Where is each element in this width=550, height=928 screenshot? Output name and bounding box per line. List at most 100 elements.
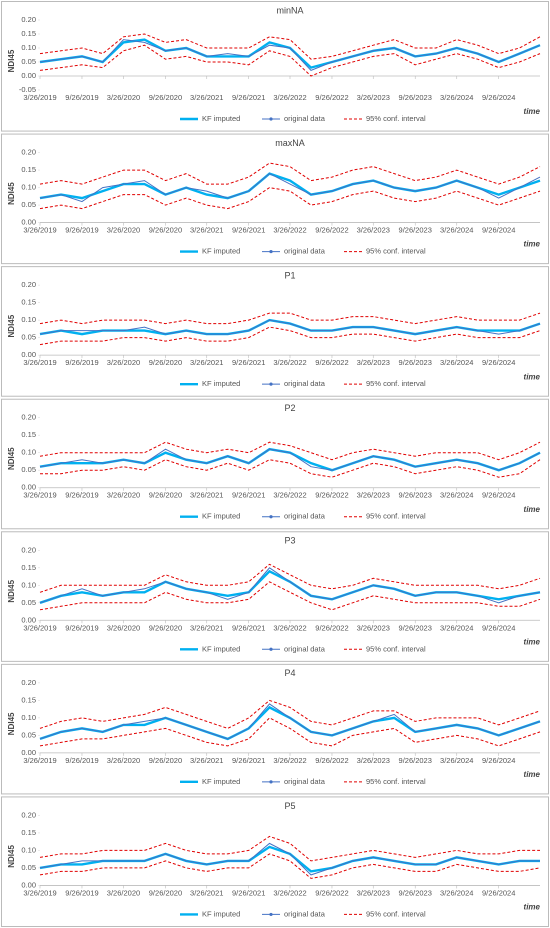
x-tick-label: 9/26/2023	[399, 93, 432, 102]
chart-title: P2	[284, 403, 295, 413]
x-tick-label: 9/26/2021	[232, 358, 265, 367]
x-tick-label: 9/26/2020	[149, 491, 182, 500]
original-line	[39, 319, 541, 335]
y-tick-label: 0.15	[21, 29, 36, 38]
x-tick-label: 9/26/2020	[149, 623, 182, 632]
x-tick-label: 9/26/2022	[315, 93, 348, 102]
x-tick-label: 3/26/2019	[23, 756, 56, 765]
original-line	[39, 703, 541, 740]
y-tick-label: 0.00	[21, 748, 36, 757]
x-tick-label: 9/26/2024	[482, 888, 515, 897]
x-tick-label: 3/26/2022	[273, 888, 306, 897]
x-axis-label: time	[524, 903, 541, 912]
legend-label: original data	[284, 512, 326, 521]
y-tick-label: 0.10	[21, 845, 36, 854]
x-tick-label: 9/26/2023	[399, 491, 432, 500]
legend-label: 95% conf. interval	[366, 247, 426, 256]
x-tick-label: 9/26/2022	[315, 756, 348, 765]
x-tick-label: 3/26/2022	[273, 756, 306, 765]
x-tick-label: 9/26/2024	[482, 491, 515, 500]
x-tick-label: 3/26/2024	[440, 756, 473, 765]
x-tick-label: 9/26/2023	[399, 358, 432, 367]
legend-marker	[269, 647, 273, 651]
x-tick-label: 9/26/2023	[399, 226, 432, 235]
legend-label: original data	[284, 644, 326, 653]
y-axis-label: NDI45	[7, 447, 16, 470]
legend-label: 95% conf. interval	[366, 512, 426, 521]
x-tick-label: 3/26/2024	[440, 226, 473, 235]
x-tick-label: 3/26/2022	[273, 623, 306, 632]
y-tick-label: 0.20	[21, 413, 36, 422]
x-tick-label: 9/26/2019	[65, 93, 98, 102]
y-tick-label: 0.15	[21, 695, 36, 704]
x-tick-label: 9/26/2021	[232, 623, 265, 632]
y-tick-label: 0.20	[21, 810, 36, 819]
chart-title: minNA	[276, 5, 303, 15]
y-tick-label: 0.00	[21, 350, 36, 359]
conf-upper-line	[39, 312, 541, 325]
y-tick-label: 0.15	[21, 828, 36, 837]
conf-lower-line	[39, 717, 541, 747]
y-tick-label: 0.00	[21, 71, 36, 80]
x-tick-label: 3/26/2023	[357, 756, 390, 765]
y-axis-label: NDI45	[7, 579, 16, 602]
x-tick-label: 3/26/2023	[357, 623, 390, 632]
x-tick-label: 3/26/2024	[440, 358, 473, 367]
x-tick-label: 3/26/2021	[190, 226, 223, 235]
x-tick-label: 9/26/2019	[65, 756, 98, 765]
x-tick-label: 3/26/2021	[190, 93, 223, 102]
y-tick-label: 0.00	[21, 880, 36, 889]
legend-label: original data	[284, 379, 326, 388]
x-tick-label: 3/26/2020	[107, 358, 140, 367]
legend-label: KF imputed	[202, 644, 240, 653]
x-tick-label: 9/26/2021	[232, 226, 265, 235]
legend-label: KF imputed	[202, 909, 240, 918]
conf-upper-line	[39, 441, 541, 461]
x-axis-label: time	[524, 637, 541, 646]
x-axis-label: time	[524, 505, 541, 514]
conf-upper-line	[39, 162, 541, 185]
legend-label: 95% conf. interval	[366, 909, 426, 918]
y-tick-label: 0.15	[21, 430, 36, 439]
x-tick-label: 9/26/2024	[482, 358, 515, 367]
legend-label: original data	[284, 247, 326, 256]
y-tick-label: 0.20	[21, 678, 36, 687]
x-axis-label: time	[524, 770, 541, 779]
y-tick-label: 0.10	[21, 580, 36, 589]
y-tick-label: 0.20	[21, 15, 36, 24]
x-tick-label: 9/26/2022	[315, 888, 348, 897]
original-line	[39, 173, 541, 203]
panel-border	[1, 133, 549, 265]
x-tick-label: 3/26/2019	[23, 888, 56, 897]
x-tick-label: 9/26/2023	[399, 888, 432, 897]
x-tick-label: 3/26/2019	[23, 358, 56, 367]
x-tick-label: 9/26/2024	[482, 756, 515, 765]
legend-label: KF imputed	[202, 512, 240, 521]
x-tick-label: 9/26/2020	[149, 756, 182, 765]
panel-border	[1, 266, 549, 397]
x-tick-label: 9/26/2020	[149, 358, 182, 367]
x-tick-label: 9/26/2022	[315, 226, 348, 235]
x-tick-label: 3/26/2020	[107, 756, 140, 765]
x-tick-label: 3/26/2020	[107, 226, 140, 235]
x-tick-label: 9/26/2021	[232, 93, 265, 102]
x-tick-label: 3/26/2024	[440, 888, 473, 897]
x-tick-label: 3/26/2023	[357, 888, 390, 897]
x-tick-label: 3/26/2024	[440, 491, 473, 500]
chart-title: P5	[284, 801, 295, 811]
x-tick-label: 9/26/2020	[149, 226, 182, 235]
x-tick-label: 3/26/2022	[273, 93, 306, 102]
conf-upper-line	[39, 33, 541, 60]
chart-title: maxNA	[275, 138, 305, 148]
legend-label: original data	[284, 909, 326, 918]
legend-label: KF imputed	[202, 777, 240, 786]
x-tick-label: 9/26/2024	[482, 226, 515, 235]
legend-marker	[269, 117, 273, 121]
x-tick-label: 9/26/2019	[65, 358, 98, 367]
x-tick-label: 3/26/2021	[190, 888, 223, 897]
y-axis-label: NDI45	[7, 182, 16, 205]
x-axis-label: time	[524, 107, 541, 116]
legend-marker	[269, 912, 273, 917]
y-tick-label: 0.05	[21, 598, 36, 607]
panel-border	[1, 531, 549, 662]
